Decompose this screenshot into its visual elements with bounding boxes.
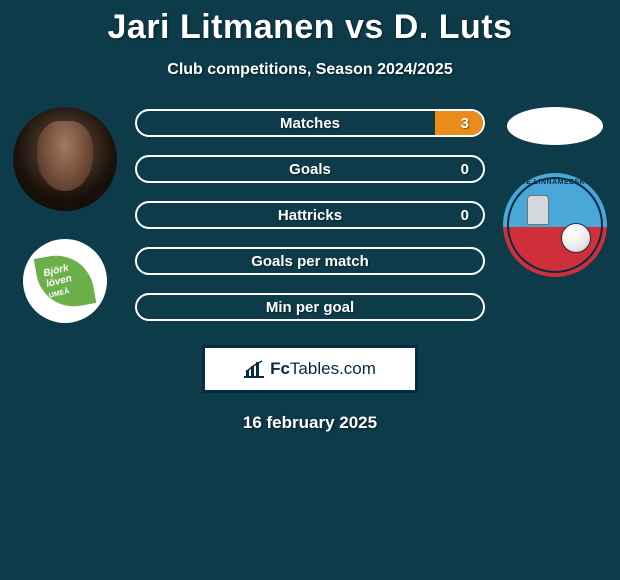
club-badge-left: Björk löven UMEÅ (23, 239, 107, 323)
player-avatar-right-placeholder (507, 107, 603, 145)
subtitle: Club competitions, Season 2024/2025 (0, 61, 620, 79)
stat-pill: Goals 0 (135, 155, 485, 183)
stat-label: Goals (289, 161, 331, 178)
football-icon (561, 223, 591, 253)
player-avatar-left (13, 107, 117, 211)
stat-right-value: 3 (461, 115, 469, 132)
stat-right-value: 0 (461, 161, 469, 178)
page-title: Jari Litmanen vs D. Luts (0, 0, 620, 47)
club-badge-right-text: PAIDE LINNAMEESKOND (503, 179, 607, 186)
bar-chart-icon (244, 360, 264, 378)
comparison-row: Björk löven UMEÅ Matches3Goals0Hattricks… (0, 107, 620, 323)
leaf-icon: Björk löven UMEÅ (34, 250, 97, 313)
stat-label: Min per goal (266, 299, 354, 316)
club-badge-right: PAIDE LINNAMEESKOND (503, 173, 607, 277)
right-side: PAIDE LINNAMEESKOND (503, 107, 607, 277)
fctables-logo-text: FcTables.com (270, 359, 376, 379)
left-side: Björk löven UMEÅ (13, 107, 117, 323)
date-label: 16 february 2025 (0, 413, 620, 433)
stat-label: Matches (280, 115, 340, 132)
stat-pill: Hattricks 0 (135, 201, 485, 229)
fctables-logo[interactable]: FcTables.com (202, 345, 418, 393)
leaf-text: Björk löven UMEÅ (42, 262, 76, 301)
stat-right-value: 0 (461, 207, 469, 224)
stat-pill: Matches 3 (135, 109, 485, 137)
stat-label: Goals per match (251, 253, 369, 270)
tower-icon (527, 195, 549, 225)
stat-pill: Min per goal (135, 293, 485, 321)
stats-column: Matches 3 Goals 0 Hattricks 0 Goals per match M… (135, 107, 485, 321)
stat-pill: Goals per match (135, 247, 485, 275)
stat-fill-right (435, 111, 483, 135)
stat-label: Hattricks (278, 207, 342, 224)
